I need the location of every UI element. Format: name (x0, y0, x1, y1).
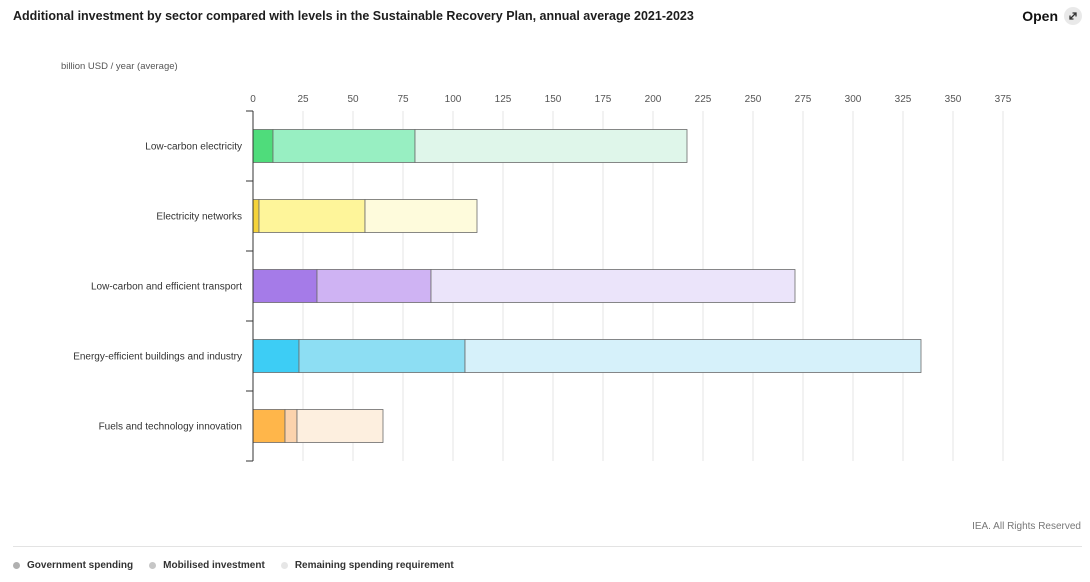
expand-icon (1064, 7, 1082, 25)
bar-segment (430, 269, 796, 303)
credit-text: IEA. All Rights Reserved (972, 521, 1081, 532)
x-tick-label: 0 (250, 94, 256, 105)
bar-segment (298, 339, 466, 373)
axis-unit-label: billion USD / year (average) (61, 61, 178, 72)
legend-dot-icon (149, 562, 157, 569)
x-tick-label: 225 (695, 94, 712, 105)
legend-label: Remaining spending requirement (294, 560, 454, 571)
legend-dot-icon (280, 562, 288, 569)
bar-segment (296, 409, 384, 443)
open-label: Open (1022, 8, 1058, 24)
bar-segment (252, 409, 286, 443)
category-labels: Low-carbon electricity Electricity networ… (73, 142, 242, 433)
bar-segment (414, 129, 688, 163)
bar-segment (272, 129, 416, 163)
category-label: Fuels and technology innovation (99, 422, 242, 433)
legend-item-remaining-requirement[interactable]: Remaining spending requirement (280, 560, 454, 571)
bar-segment (252, 269, 318, 303)
x-tick-label: 50 (347, 94, 359, 105)
legend-label: Mobilised investment (163, 560, 265, 571)
x-tick-label: 150 (545, 94, 562, 105)
x-tick-label: 175 (595, 94, 612, 105)
x-tick-label: 200 (645, 94, 662, 105)
y-axis (246, 110, 254, 462)
x-tick-label: 250 (745, 94, 762, 105)
category-label: Low-carbon and efficient transport (91, 282, 242, 293)
legend: Government spending Mobilised investment… (13, 560, 454, 571)
chart-title: Additional investment by sector compared… (13, 9, 694, 23)
x-tick-label: 125 (495, 94, 512, 105)
legend-dot-icon (13, 562, 20, 569)
legend-item-mobilised-investment[interactable]: Mobilised investment (149, 560, 265, 571)
x-tick-labels: 0 25 50 75 100 125 150 175 200 225 250 275 300 325 350… (250, 94, 1012, 105)
legend-divider (13, 546, 1082, 547)
bar-series (252, 129, 922, 443)
category-label: Energy-efficient buildings and industry (73, 352, 242, 363)
x-tick-label: 325 (895, 94, 912, 105)
x-tick-label: 275 (795, 94, 812, 105)
x-tick-label: 300 (845, 94, 862, 105)
category-label: Low-carbon electricity (145, 142, 242, 153)
legend-item-government-spending[interactable]: Government spending (13, 560, 133, 571)
bar-segment (258, 199, 366, 233)
bar-segment (316, 269, 432, 303)
x-tick-label: 100 (445, 94, 462, 105)
bar-segment (252, 339, 300, 373)
bar-segment (252, 199, 260, 233)
bar-chart: billion USD / year (average) 0 25 50 75 100 1… (61, 61, 1012, 462)
bar-segment (284, 409, 298, 443)
bar-segment (464, 339, 922, 373)
bar-segment (364, 199, 478, 233)
bar-segment (252, 129, 274, 163)
x-tick-label: 75 (397, 94, 409, 105)
category-label: Electricity networks (156, 212, 242, 223)
x-tick-label: 350 (945, 94, 962, 105)
x-tick-label: 25 (297, 94, 309, 105)
open-button[interactable]: Open (1022, 7, 1082, 25)
x-tick-label: 375 (995, 94, 1012, 105)
legend-label: Government spending (27, 560, 134, 571)
